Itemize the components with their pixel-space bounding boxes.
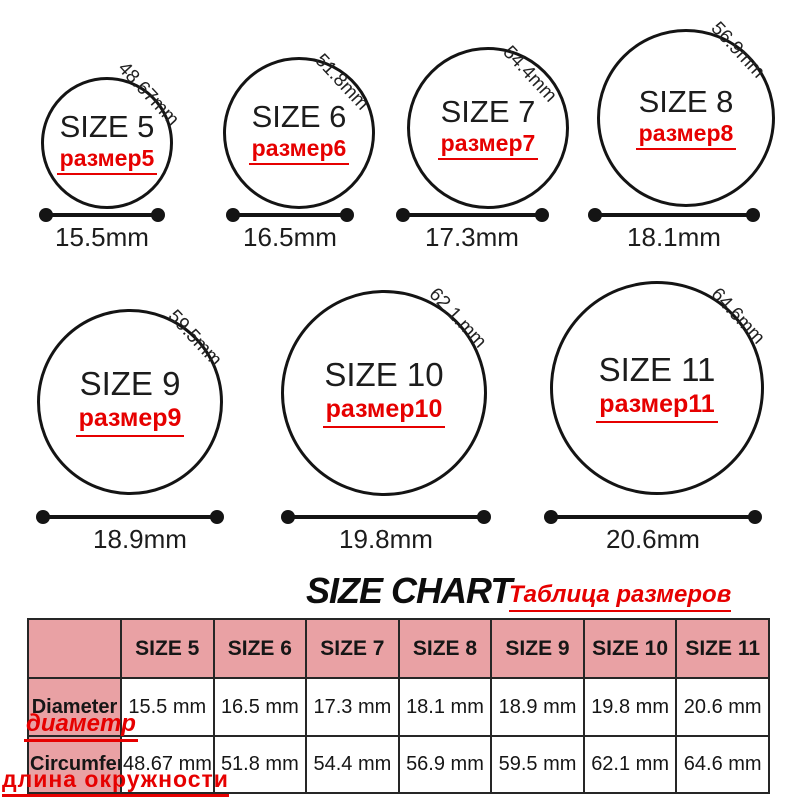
diameter-value: 16.5 mm: [212, 677, 308, 737]
ring-size-label-ru: размер7: [437, 130, 539, 161]
diameter-value: 18.1 mm: [397, 677, 493, 737]
diameter-line: [396, 208, 549, 222]
circumference-value: 62.1 mm: [582, 735, 678, 794]
table-header-size-5: SIZE 5: [120, 618, 215, 679]
ring-circle-size-5: SIZE 5 размер5: [41, 77, 173, 209]
ring-size-label: SIZE 5: [59, 108, 155, 144]
diameter-line: [39, 208, 165, 222]
diameter-dimension-label: 19.8mm: [339, 524, 433, 554]
diameter-dimension-label: 18.1mm: [627, 222, 721, 252]
diameter-line: [36, 510, 224, 524]
diameter-value: 15.5 mm: [120, 677, 215, 737]
size-chart-title-ru: Таблица размеров: [509, 581, 732, 612]
size-table: SIZE 5 SIZE 6 SIZE 7 SIZE 8 SIZE 9 SIZE …: [27, 618, 770, 794]
circumference-row-label: Circumference: [27, 735, 122, 794]
ring-circle-size-7: SIZE 7 размер7: [407, 47, 569, 209]
table-header-size-9: SIZE 9: [490, 618, 585, 679]
ring-size-label: SIZE 10: [324, 356, 444, 394]
diameter-row-label: Diameter: [27, 677, 122, 737]
diameter-value: 18.9 mm: [490, 677, 585, 737]
ring-size-label-ru: размер6: [248, 135, 350, 166]
circumference-value: 54.4 mm: [305, 735, 400, 794]
size-chart-title: SIZE CHART: [306, 570, 512, 611]
ring-size-label-ru: размер9: [75, 405, 185, 437]
ring-size-label-ru: размер5: [56, 145, 158, 176]
diameter-dimension-label: 18.9mm: [93, 524, 187, 554]
diameter-label-ru: диаметр: [24, 710, 138, 742]
ring-size-label: SIZE 11: [598, 351, 716, 389]
ring-size-label: SIZE 9: [79, 365, 181, 403]
table-header-size-11: SIZE 11: [675, 618, 770, 679]
ring-size-label-ru: размер10: [322, 396, 446, 428]
circumference-row: Circumference 48.67 mm 51.8 mm 54.4 mm 5…: [27, 735, 770, 794]
ring-size-label: SIZE 6: [251, 98, 347, 134]
diameter-value: 17.3 mm: [305, 677, 400, 737]
ring-circle-size-9: SIZE 9 размер9: [37, 309, 223, 495]
table-header-size-7: SIZE 7: [305, 618, 400, 679]
diameter-line: [226, 208, 354, 222]
table-corner-cell: [27, 618, 122, 679]
circumference-value: 48.67 mm: [120, 735, 215, 794]
circumference-label-ru: длина окружности: [2, 766, 229, 797]
ring-size-label: SIZE 8: [638, 83, 734, 119]
diameter-value: 20.6 mm: [675, 677, 770, 737]
diameter-line: [544, 510, 762, 524]
ring-circle-size-6: SIZE 6 размер6: [223, 57, 375, 209]
ring-size-label-ru: размер11: [596, 391, 718, 423]
circumference-value: 64.6 mm: [675, 735, 770, 794]
ring-circle-size-8: SIZE 8 размер8: [597, 29, 775, 207]
diameter-value: 19.8 mm: [582, 677, 678, 737]
table-header-size-6: SIZE 6: [212, 618, 308, 679]
ring-circle-size-11: SIZE 11 размер11: [550, 281, 764, 495]
diameter-line: [281, 510, 491, 524]
circumference-value: 56.9 mm: [397, 735, 493, 794]
ring-circle-size-10: SIZE 10 размер10: [281, 290, 487, 496]
diameter-dimension-label: 20.6mm: [606, 524, 700, 554]
ring-size-label: SIZE 7: [440, 93, 536, 129]
ring-size-label-ru: размер8: [635, 120, 737, 151]
diameter-dimension-label: 17.3mm: [425, 222, 519, 252]
circumference-value: 51.8 mm: [212, 735, 308, 794]
diameter-row: Diameter 15.5 mm 16.5 mm 17.3 mm 18.1 mm…: [27, 677, 770, 737]
diameter-line: [588, 208, 760, 222]
circumference-value: 59.5 mm: [490, 735, 585, 794]
diameter-dimension-label: 16.5mm: [243, 222, 337, 252]
table-header-row: SIZE 5 SIZE 6 SIZE 7 SIZE 8 SIZE 9 SIZE …: [27, 618, 770, 679]
table-header-size-8: SIZE 8: [397, 618, 493, 679]
table-header-size-10: SIZE 10: [582, 618, 678, 679]
diameter-dimension-label: 15.5mm: [55, 222, 149, 252]
